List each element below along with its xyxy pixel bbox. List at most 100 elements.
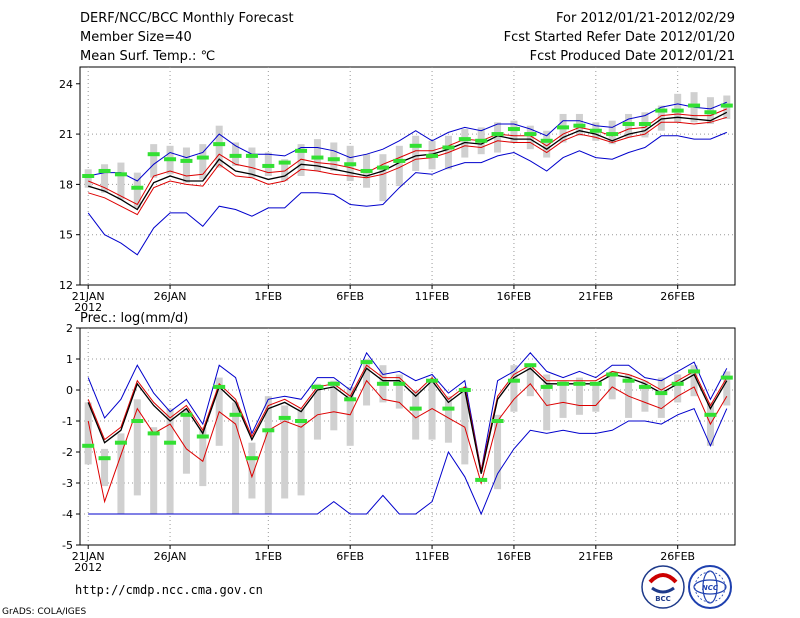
temp-median-marker xyxy=(426,153,439,158)
temp-ensemble-bar xyxy=(657,105,665,131)
prec-ytick-label: -2 xyxy=(62,446,73,459)
source-url: http://cmdp.ncc.cma.gov.cn xyxy=(75,583,263,597)
temp-ensemble-bar xyxy=(313,139,321,171)
prec-ytick-label: 1 xyxy=(66,353,73,366)
temp-median-marker xyxy=(540,138,553,143)
temp-median-marker xyxy=(114,172,127,177)
temp-median-marker xyxy=(655,108,668,113)
prec-ensemble-bar xyxy=(526,365,534,397)
temp-ytick-label: 12 xyxy=(59,279,73,292)
prec-median-marker xyxy=(524,363,537,368)
prec-median-marker xyxy=(671,381,684,386)
prec-ensemble-bar xyxy=(264,396,272,514)
prec-median-marker xyxy=(638,384,651,389)
prec-median-marker xyxy=(655,391,668,396)
prec-ensemble-bar xyxy=(297,408,305,496)
temp-ensemble-bar xyxy=(101,164,109,193)
temp-spread-lower-line xyxy=(88,116,727,216)
temp-median-marker xyxy=(704,110,717,115)
prec-mean-line xyxy=(87,367,728,474)
temp-median-marker xyxy=(589,128,602,133)
temp-ensemble-bar xyxy=(248,147,256,178)
prec-ensemble-bar xyxy=(494,414,502,490)
temp-xtick-label: 26JAN xyxy=(154,290,187,303)
prec-ensemble-bar xyxy=(461,386,469,465)
prec-xtick-label: 21FEB xyxy=(578,550,613,563)
prec-ensemble-bar xyxy=(182,408,190,474)
prec-ensemble-bar xyxy=(101,448,109,487)
prec-median-marker xyxy=(196,434,209,439)
prec-median-marker xyxy=(458,388,471,392)
prec-median-marker xyxy=(622,378,635,383)
prec-median-marker xyxy=(606,372,619,377)
temp-plot-frame xyxy=(79,66,736,286)
prec-ensemble-bar xyxy=(444,396,452,443)
prec-median-marker xyxy=(475,477,488,482)
temp-median-marker xyxy=(671,108,684,113)
temp-ensemble-bar xyxy=(379,154,387,202)
forecast-period: For 2012/01/21-2012/02/29 xyxy=(556,11,735,26)
prec-ensemble-bar xyxy=(395,374,403,409)
prec-ensemble-bar xyxy=(559,380,567,418)
temp-median-marker xyxy=(196,155,209,160)
prec-ytick-label: 0 xyxy=(66,384,73,397)
prec-median-marker xyxy=(557,381,570,386)
temp-median-marker xyxy=(376,165,389,170)
temp-xtick-label: 11FEB xyxy=(415,290,450,303)
temp-median-marker xyxy=(442,145,455,150)
prec-ensemble-bar xyxy=(674,374,682,403)
prec-ensemble-bar xyxy=(248,442,256,499)
temp-ytick-label: 21 xyxy=(59,128,73,141)
prec-ensemble-bar xyxy=(657,377,665,418)
prec-median-marker xyxy=(344,397,357,402)
temp-median-marker xyxy=(475,138,488,143)
prec-median-marker xyxy=(507,378,520,383)
variable-label: Mean Surf. Temp.: ℃ xyxy=(80,49,215,64)
prec-median-marker xyxy=(491,419,504,423)
prec-minimum-line xyxy=(88,407,728,516)
precipitation-panel: -5 -4 -3 -2 -1 0 1 2 21JAN 26JAN 1FEB 6FEB 11FEB 16FE… xyxy=(62,322,736,574)
temp-xtick-label: 21JAN xyxy=(72,290,105,303)
prec-median-marker xyxy=(180,412,193,417)
temp-median-marker xyxy=(491,132,504,137)
prec-ensemble-bar xyxy=(510,365,518,412)
prec-xtick-label: 21JAN xyxy=(72,550,105,563)
temp-xtick-label: 26FEB xyxy=(660,290,695,303)
temp-median-marker xyxy=(557,125,570,130)
temp-minimum-line xyxy=(87,131,727,256)
temp-median-marker xyxy=(229,153,242,158)
prec-median-marker xyxy=(82,443,95,448)
temp-median-marker xyxy=(131,185,144,190)
prec-median-marker xyxy=(704,412,717,417)
temp-ensemble-bar xyxy=(199,144,207,180)
prec-maximum-line xyxy=(87,351,728,471)
prec-xtick-label: 16FEB xyxy=(497,550,532,563)
prec-year-label: 2012 xyxy=(74,561,102,574)
prec-median-marker xyxy=(278,415,291,420)
prec-ensemble-bar xyxy=(150,427,158,514)
prec-xtick-label: 26FEB xyxy=(660,550,695,563)
temp-ensemble-bar xyxy=(395,145,403,187)
temp-ensemble-bar xyxy=(297,144,305,176)
prec-median-marker xyxy=(262,428,275,433)
prec-ensemble-bar xyxy=(117,433,125,514)
temp-median-marker xyxy=(507,127,520,132)
temp-spread-upper-line xyxy=(88,108,727,206)
temp-median-marker xyxy=(409,143,422,148)
prec-ensemble-bar xyxy=(133,399,141,496)
prec-ensemble-bar xyxy=(575,377,583,415)
temp-median-marker xyxy=(278,160,291,165)
prec-median-marker xyxy=(393,381,406,386)
prec-ensemble-bar xyxy=(166,408,174,514)
prec-ytick-label: 2 xyxy=(66,322,73,335)
prec-ensemble-bar xyxy=(641,380,649,412)
temp-ensemble-bar xyxy=(84,169,92,188)
prec-median-marker xyxy=(147,431,160,436)
prec-median-marker xyxy=(114,440,127,445)
temp-ytick-label: 15 xyxy=(59,229,73,242)
temp-median-marker xyxy=(688,103,701,108)
prec-ensemble-bar xyxy=(608,371,616,400)
temperature-panel: 12 15 18 21 24 21JAN 26JAN 1FEB 6FEB 11FEB 16FEB 21… xyxy=(59,66,736,314)
prec-median-marker xyxy=(327,381,340,386)
